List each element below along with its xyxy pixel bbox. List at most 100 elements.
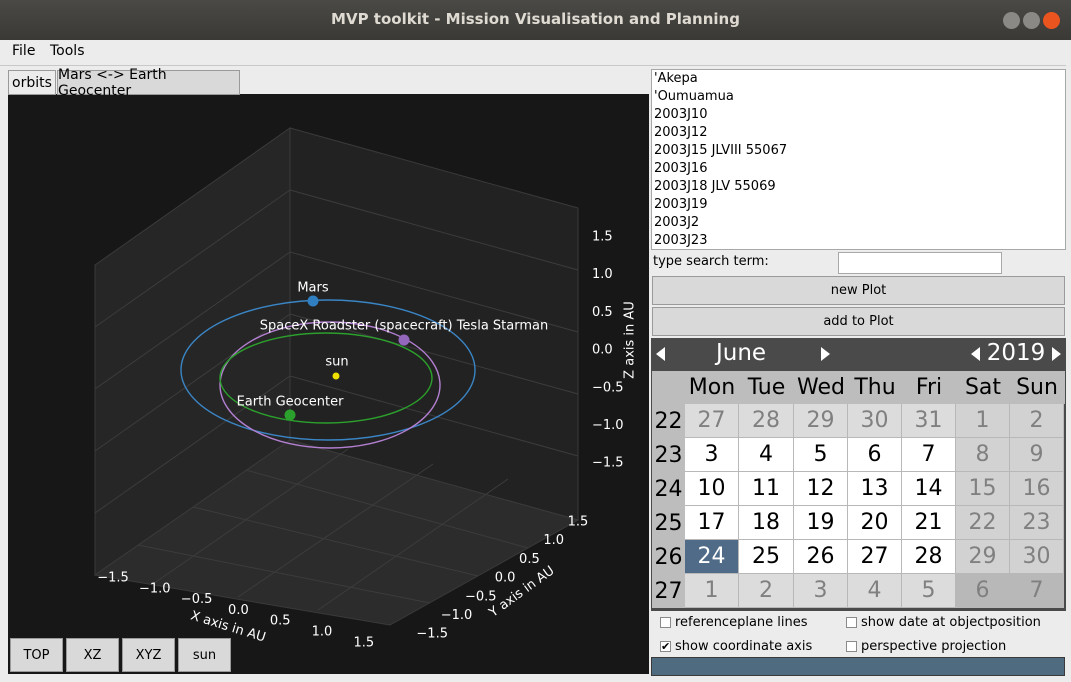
calendar-day[interactable]: 24	[685, 540, 739, 574]
list-item[interactable]: 2003J15 JLVIII 55067	[654, 143, 788, 158]
tab[interactable]: orbits	[8, 70, 56, 95]
calendar-day[interactable]: 7	[1010, 574, 1064, 608]
minimize-button[interactable]	[1003, 12, 1020, 29]
calendar-day[interactable]: 29	[956, 540, 1010, 574]
calendar-day[interactable]: 7	[902, 438, 956, 472]
calendar-day[interactable]: 2	[1010, 404, 1064, 438]
progress-bar	[651, 657, 1065, 676]
calendar-day[interactable]: 6	[848, 438, 902, 472]
x-tick-label: 1.5	[353, 635, 374, 650]
list-item[interactable]: 2003J2	[654, 215, 700, 230]
calendar-arrow[interactable]	[1052, 347, 1061, 361]
x-tick-label: 0.5	[270, 614, 291, 629]
calendar-day[interactable]: 28	[902, 540, 956, 574]
calendar-day[interactable]: 5	[794, 438, 848, 472]
object-label: SpaceX Roadster (spacecraft) Tesla Starm…	[260, 319, 548, 334]
title-bar	[0, 0, 1071, 40]
calendar-day[interactable]: 3	[794, 574, 848, 608]
calendar-day[interactable]: 10	[685, 472, 739, 506]
object-list[interactable]: 'Akepa 'Oumuamua 2003J10 2003J12 2003J15 JLV…	[651, 69, 1066, 250]
checkbox-label[interactable]: referenceplane lines	[675, 615, 808, 630]
calendar-day[interactable]: 17	[685, 506, 739, 540]
menu-item[interactable]: Tools	[50, 43, 85, 59]
calendar-day[interactable]: 15	[956, 472, 1010, 506]
calendar-day[interactable]: 8	[956, 438, 1010, 472]
calendar-day[interactable]: 3	[685, 438, 739, 472]
calendar-day[interactable]: 12	[794, 472, 848, 506]
maximize-button[interactable]	[1023, 12, 1040, 29]
calendar-day[interactable]: 25	[739, 540, 794, 574]
week-number: 26	[652, 540, 685, 574]
calendar-arrow[interactable]	[971, 347, 980, 361]
calendar-arrow[interactable]	[656, 347, 665, 361]
calendar-day[interactable]: 29	[794, 404, 848, 438]
calendar-day[interactable]: 27	[848, 540, 902, 574]
action-button[interactable]: add to Plot	[652, 307, 1065, 336]
calendar-day[interactable]: 2	[739, 574, 794, 608]
checkbox-label[interactable]: perspective projection	[861, 639, 1007, 654]
calendar-day[interactable]: 30	[848, 404, 902, 438]
weekday-label: Sat	[964, 375, 1002, 400]
calendar-day[interactable]: 14	[902, 472, 956, 506]
search-label: type search term:	[653, 254, 769, 269]
calendar-day[interactable]: 26	[794, 540, 848, 574]
calendar-day[interactable]: 4	[739, 438, 794, 472]
list-item[interactable]: 'Oumuamua	[654, 89, 734, 104]
menu-bar	[0, 40, 1066, 66]
calendar-day[interactable]: 1	[685, 574, 739, 608]
calendar-day[interactable]: 16	[1010, 472, 1064, 506]
z-tick-label: 1.5	[592, 230, 613, 245]
calendar-day[interactable]: 22	[956, 506, 1010, 540]
view-button[interactable]: sun	[178, 638, 231, 672]
list-item[interactable]: 2003J16	[654, 161, 708, 176]
z-tick-label: −0.5	[592, 380, 624, 395]
calendar-day[interactable]: 27	[685, 404, 739, 438]
calendar-day[interactable]: 30	[1010, 540, 1064, 574]
calendar-day[interactable]: 31	[902, 404, 956, 438]
calendar-day[interactable]: 23	[1010, 506, 1064, 540]
week-number: 27	[652, 574, 685, 608]
view-button[interactable]: XZ	[66, 638, 119, 672]
calendar: June 2019 Mon Tue Wed Thu Fri Sat Sun 22 27 28 29 30 3…	[651, 338, 1066, 611]
y-tick-label: −1.0	[441, 608, 473, 623]
list-item[interactable]: 'Akepa	[654, 71, 698, 86]
checkbox[interactable]	[660, 617, 671, 628]
y-tick-label: −1.5	[416, 627, 448, 642]
action-button[interactable]: new Plot	[652, 276, 1065, 305]
view-button[interactable]: TOP	[10, 638, 63, 672]
calendar-arrow[interactable]	[821, 347, 830, 361]
z-tick-label: 0.5	[592, 305, 613, 320]
list-item[interactable]: 2003J12	[654, 125, 708, 140]
calendar-day[interactable]: 28	[739, 404, 794, 438]
view-button[interactable]: XYZ	[122, 638, 175, 672]
calendar-day[interactable]: 11	[739, 472, 794, 506]
calendar-day[interactable]: 9	[1010, 438, 1064, 472]
close-button[interactable]	[1043, 12, 1060, 29]
checkbox-label[interactable]: show date at objectposition	[861, 615, 1041, 630]
calendar-day[interactable]: 5	[902, 574, 956, 608]
z-axis-label: Z axis in AU	[623, 301, 638, 379]
calendar-day[interactable]: 19	[794, 506, 848, 540]
calendar-day[interactable]: 18	[739, 506, 794, 540]
weekday-label: Tue	[747, 375, 786, 400]
calendar-day[interactable]: 4	[848, 574, 902, 608]
calendar-day[interactable]: 21	[902, 506, 956, 540]
calendar-day[interactable]: 1	[956, 404, 1010, 438]
list-item[interactable]: 2003J23	[654, 233, 708, 248]
checkbox[interactable]	[846, 617, 857, 628]
tab[interactable]: Mars <-> Earth Geocenter	[57, 67, 240, 99]
calendar-day[interactable]: 13	[848, 472, 902, 506]
menu-item[interactable]: File	[12, 43, 36, 59]
calendar-day[interactable]: 6	[956, 574, 1010, 608]
list-item[interactable]: 2003J19	[654, 197, 708, 212]
sun-marker	[332, 372, 340, 380]
list-item[interactable]: 2003J10	[654, 107, 708, 122]
calendar-month: June	[715, 340, 767, 366]
mars-marker	[307, 295, 319, 307]
calendar-day[interactable]: 20	[848, 506, 902, 540]
checkbox-label[interactable]: show coordinate axis	[675, 639, 813, 654]
checkbox[interactable]	[846, 641, 857, 652]
list-item[interactable]: 2003J18 JLV 55069	[654, 179, 776, 194]
checkbox[interactable]: ✔	[660, 640, 671, 653]
search-input[interactable]	[838, 252, 1002, 274]
